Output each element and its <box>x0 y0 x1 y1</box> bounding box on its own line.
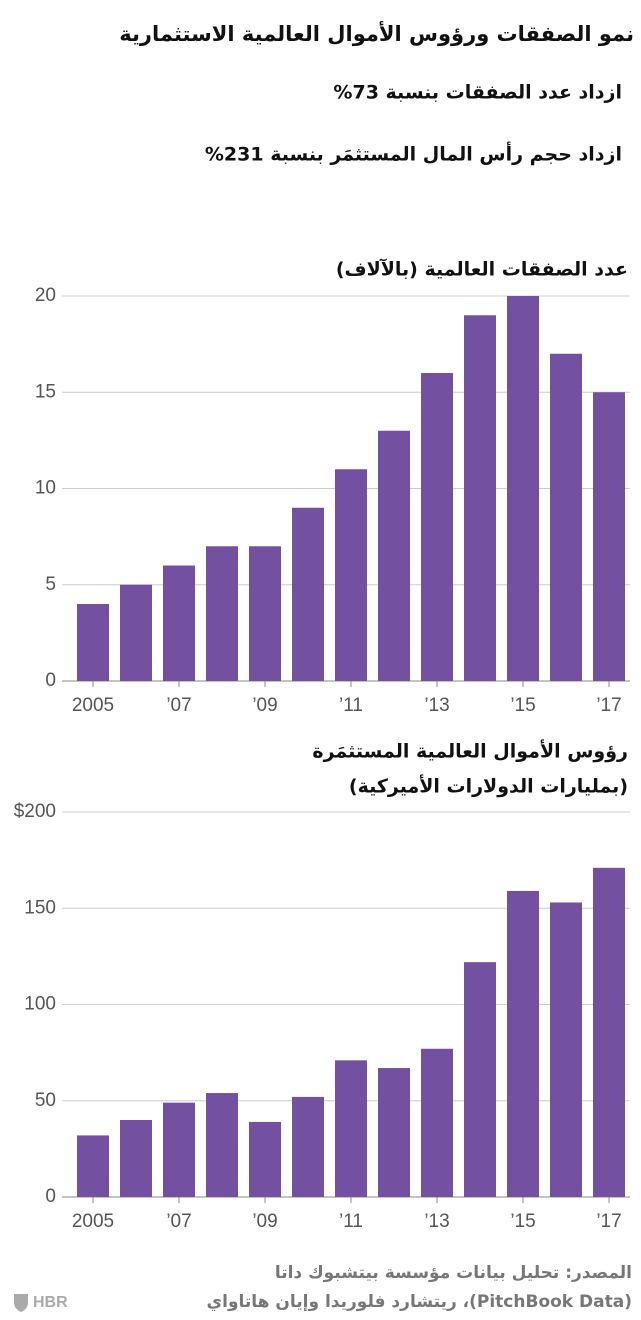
x-tick-label: ’13 <box>424 1211 449 1232</box>
bar <box>120 584 152 681</box>
x-tick-label: ’11 <box>339 1211 363 1232</box>
bar <box>292 1096 324 1197</box>
x-tick-label: ’09 <box>252 1211 277 1232</box>
x-tick-label: ’15 <box>510 695 535 716</box>
bar <box>507 890 539 1197</box>
logo: HBR <box>33 1294 68 1311</box>
chart-title: رؤوس الأموال العالمية المستثمَرة <box>312 740 628 763</box>
x-tick-label: ’17 <box>596 1211 621 1232</box>
x-tick-label: 2005 <box>72 695 114 716</box>
bar <box>249 546 281 681</box>
bar <box>550 902 582 1197</box>
x-tick-label: ’15 <box>510 1211 535 1232</box>
bar <box>378 430 410 681</box>
bar <box>292 507 324 681</box>
bar <box>249 1121 281 1197</box>
bar <box>464 315 496 681</box>
x-tick-label: 2005 <box>72 1211 114 1232</box>
bar <box>163 1102 195 1197</box>
source: (PitchBook Data)، ريتشارد فلوريدا وإيان … <box>207 1292 632 1312</box>
bar <box>120 1120 152 1197</box>
source: المصدر: تحليل بيانات مؤسسة بيتشبوك داتا <box>275 1263 632 1283</box>
bar <box>163 565 195 681</box>
bar <box>593 392 625 681</box>
x-tick-label: ’11 <box>339 695 363 716</box>
y-tick-label: 100 <box>24 994 56 1015</box>
bar <box>206 546 238 681</box>
y-tick-label: 0 <box>45 1186 56 1207</box>
note: ازداد عدد الصفقات بنسبة 73% <box>333 82 622 104</box>
y-tick-label: 15 <box>35 381 56 402</box>
bar <box>550 353 582 681</box>
bar <box>378 1068 410 1197</box>
x-tick-label: ’13 <box>424 695 449 716</box>
main-title: نمو الصفقات ورؤوس الأموال العالمية الاست… <box>119 20 634 46</box>
bar <box>593 867 625 1197</box>
bar <box>77 604 109 681</box>
note: ازداد حجم رأس المال المستثمَر بنسبة 231% <box>205 142 622 166</box>
bar <box>421 1048 453 1197</box>
x-tick-label: ’07 <box>166 1211 191 1232</box>
x-tick-label: ’09 <box>252 695 277 716</box>
bar <box>335 469 367 681</box>
logo-shield <box>14 1294 28 1312</box>
x-tick-label: ’07 <box>166 695 191 716</box>
y-tick-label: $200 <box>14 801 56 822</box>
bar <box>464 962 496 1197</box>
y-tick-label: 150 <box>24 897 56 918</box>
bar <box>77 1135 109 1197</box>
y-tick-label: 20 <box>35 285 56 306</box>
chart-title: عدد الصفقات العالمية (بالآلاف) <box>336 258 628 281</box>
bar <box>507 296 539 681</box>
bar <box>421 373 453 681</box>
y-tick-label: 10 <box>35 478 56 499</box>
chart-subtitle: (بمليارات الدولارات الأميركية) <box>349 775 628 798</box>
bar <box>206 1093 238 1197</box>
y-tick-label: 50 <box>35 1090 56 1111</box>
x-tick-label: ’17 <box>596 695 621 716</box>
y-tick-label: 5 <box>45 574 56 595</box>
bar <box>335 1060 367 1197</box>
y-tick-label: 0 <box>45 670 56 691</box>
